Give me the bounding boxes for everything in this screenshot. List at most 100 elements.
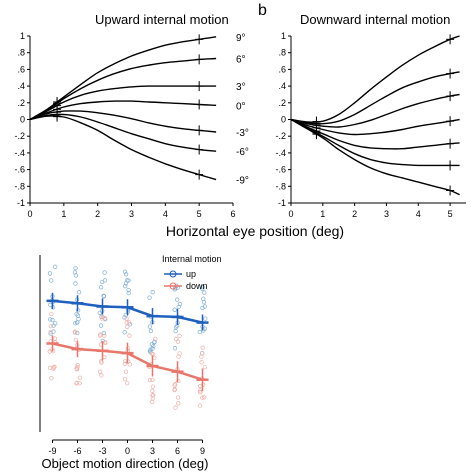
panel-c-subject-point	[201, 328, 206, 333]
panel-c-subject-point	[127, 322, 133, 327]
panel-c-subject-point	[102, 333, 107, 338]
panel-c-subject-point	[122, 376, 128, 382]
panel-b-x-tick-label: 5	[448, 209, 453, 219]
panel-b-x-tick-label: 2	[352, 209, 357, 219]
panel-c-subject-point	[173, 382, 178, 387]
panel-b-lines	[290, 34, 460, 196]
panel-a-x-tick-label: 0	[27, 209, 32, 219]
panel-c-subject-point	[73, 273, 79, 278]
panel-c-subject-point	[48, 302, 53, 308]
panel-a: Upward internal motion -1 -.8 -.6 -.4 -.2 0 .2…	[14, 12, 248, 219]
panel-c-subject-point	[75, 330, 80, 336]
panel-c-subject-point	[101, 294, 107, 299]
panel-c-x-tick-label: -6	[73, 446, 81, 456]
panel-c-subject-point	[99, 316, 104, 321]
panel-c-subject-point	[102, 278, 108, 283]
panel-c-subject-point	[201, 299, 207, 305]
panel-b-y-tick-label: -.8	[275, 181, 286, 191]
panel-b-y-tick-label: .4	[278, 81, 286, 91]
panel-c-subject-point	[149, 342, 155, 347]
panel-c-subject-point	[153, 336, 158, 342]
panel-c-subject-point	[122, 269, 128, 274]
panel-c-subject-point	[172, 387, 177, 392]
panel-a-y-tick-label: .2	[17, 98, 25, 108]
panel-b-letter: b	[258, 2, 267, 19]
panel-a-series-label: -6°	[236, 147, 249, 158]
panel-c-subject-point	[49, 375, 54, 381]
panel-c-subject-point	[203, 316, 208, 321]
panel-c-subject-point	[98, 285, 104, 290]
panel-a-y-tick-label: .4	[17, 81, 25, 91]
panel-c-subject-point	[126, 287, 131, 293]
panel-b-series-line	[290, 118, 460, 167]
panel-a-x-tick-label: 2	[95, 209, 100, 219]
panel-a-series-line	[29, 85, 217, 121]
panel-a-series-label: -3°	[236, 128, 249, 139]
panel-b-x-tick-label: 0	[288, 209, 293, 219]
panel-a-x-tick-label: 6	[230, 209, 235, 219]
panel-b-y-tick-label: .6	[278, 64, 286, 74]
panel-c-subject-point	[99, 360, 104, 365]
panel-a-y-tick-label: -.2	[14, 131, 25, 141]
panel-a-y-tick-label: 0	[20, 115, 25, 125]
panel-c-axes: -9 -6 -3 0 3 6 9	[39, 255, 205, 456]
panel-a-series-label: 6°	[236, 55, 246, 66]
panel-c-subject-point	[124, 380, 130, 386]
panel-c-subject-point	[150, 290, 155, 295]
panel-c-subject-point	[97, 369, 103, 374]
panel-c-subject-point	[127, 333, 132, 338]
panel-a-series-line	[29, 57, 217, 121]
panel-a-x-tick-label: 4	[163, 209, 168, 219]
panel-b-y-tick-label: -.6	[275, 165, 286, 175]
panel-c-subject-point	[176, 401, 181, 406]
panel-c-subject-point	[73, 281, 78, 286]
panel-a-lines	[29, 34, 217, 181]
panel-a-series-line	[29, 110, 217, 133]
panel-a-series-labels: 9° 6° 3° 0° -3° -6° -9°	[236, 33, 249, 187]
panel-c-subject-point	[49, 278, 54, 283]
panel-c-subject-point	[48, 331, 53, 336]
panel-c-subject-point	[124, 320, 129, 325]
panel-a-y-tick-label: -.4	[14, 148, 25, 158]
panel-c-subject-point	[175, 297, 180, 302]
panel-c-subject-point	[126, 290, 131, 296]
panel-c-subject-point	[200, 395, 205, 400]
panel-c-subject-point	[198, 389, 203, 395]
panel-c-subject-point	[49, 347, 54, 352]
panel-c-subject-point	[73, 337, 79, 343]
panel-c-subject-point	[172, 346, 178, 351]
panel-c-subject-point	[202, 304, 207, 309]
panel-c-subject-point	[98, 333, 103, 338]
panel-c-subject-point	[173, 324, 179, 330]
panel-c-subject-point	[200, 305, 205, 311]
panel-c-x-tick-label: 0	[125, 446, 130, 456]
panel-c-subject-point	[173, 405, 178, 410]
legend-up-label: up	[186, 269, 196, 279]
panel-a-series-label: 0°	[236, 101, 246, 112]
panel-c-subject-point	[74, 311, 79, 317]
panel-c-subject-point	[102, 270, 107, 275]
panel-c-subject-point	[101, 293, 106, 299]
panel-c-x-tick-label: -3	[98, 446, 106, 456]
panel-a-title: Upward internal motion	[95, 12, 229, 27]
panel-c-subject-point	[147, 295, 152, 300]
panel-c-subject-point	[150, 384, 156, 389]
panel-c-subject-point	[199, 360, 204, 365]
panel-c-subject-point	[122, 330, 127, 335]
panel-c-subject-point	[197, 403, 203, 408]
panel-c-x-tick-label: 6	[175, 446, 180, 456]
panel-c-subject-point	[74, 366, 79, 371]
panel-a-series-line	[29, 100, 217, 121]
panel-b-y-tick-label: -.4	[275, 148, 286, 158]
panel-b-series-line	[290, 71, 460, 125]
panel-a-y-tick-label: 1	[20, 31, 25, 41]
panel-c-subject-point	[122, 361, 127, 367]
panel-a-y-tick-label: .8	[17, 48, 25, 58]
panel-c-subject-point	[147, 324, 153, 329]
panel-c-subject-point	[48, 329, 53, 335]
panel-c-subject-point	[175, 395, 181, 400]
legend-up-marker	[169, 270, 177, 278]
panel-a-series-line	[29, 113, 217, 152]
panel-c-subject-point	[150, 377, 155, 383]
panel-b-y-tick-label: -.2	[275, 131, 286, 141]
